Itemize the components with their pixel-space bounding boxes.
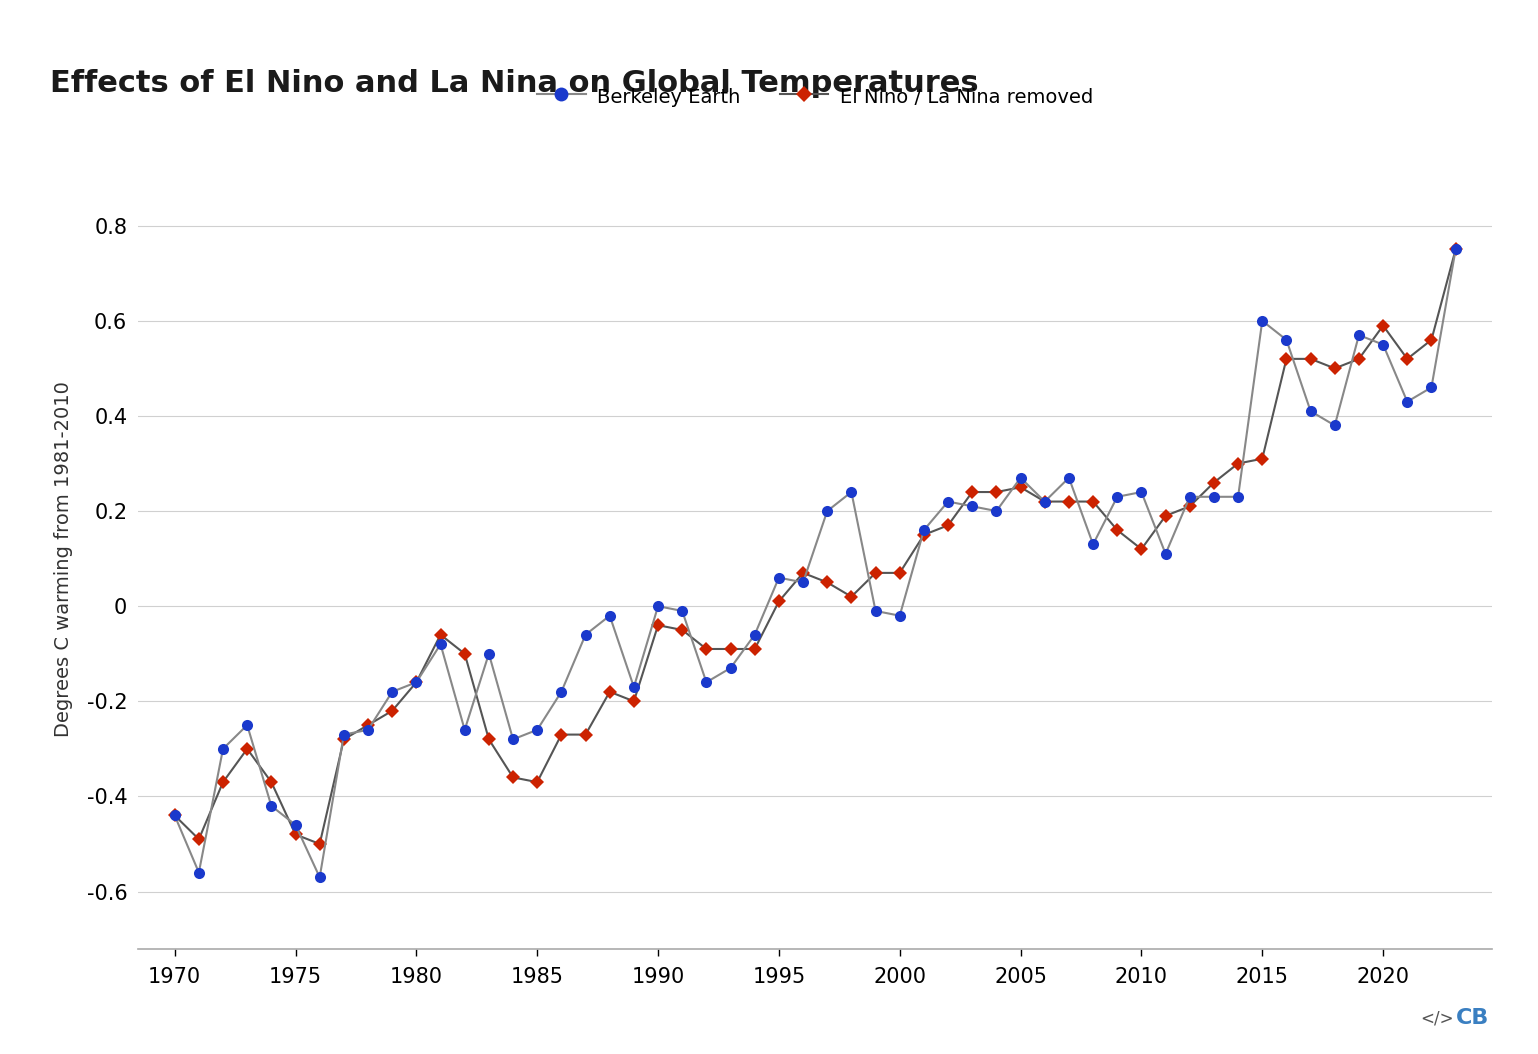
Legend: Berkeley Earth, El Nino / La Nina removed: Berkeley Earth, El Nino / La Nina remove… [529,77,1101,116]
Text: CB: CB [1455,1008,1489,1028]
Y-axis label: Degrees C warming from 1981-2010: Degrees C warming from 1981-2010 [54,380,72,737]
Text: Effects of El Nino and La Nina on Global Temperatures: Effects of El Nino and La Nina on Global… [51,70,980,98]
Text: </>: </> [1420,1010,1453,1028]
